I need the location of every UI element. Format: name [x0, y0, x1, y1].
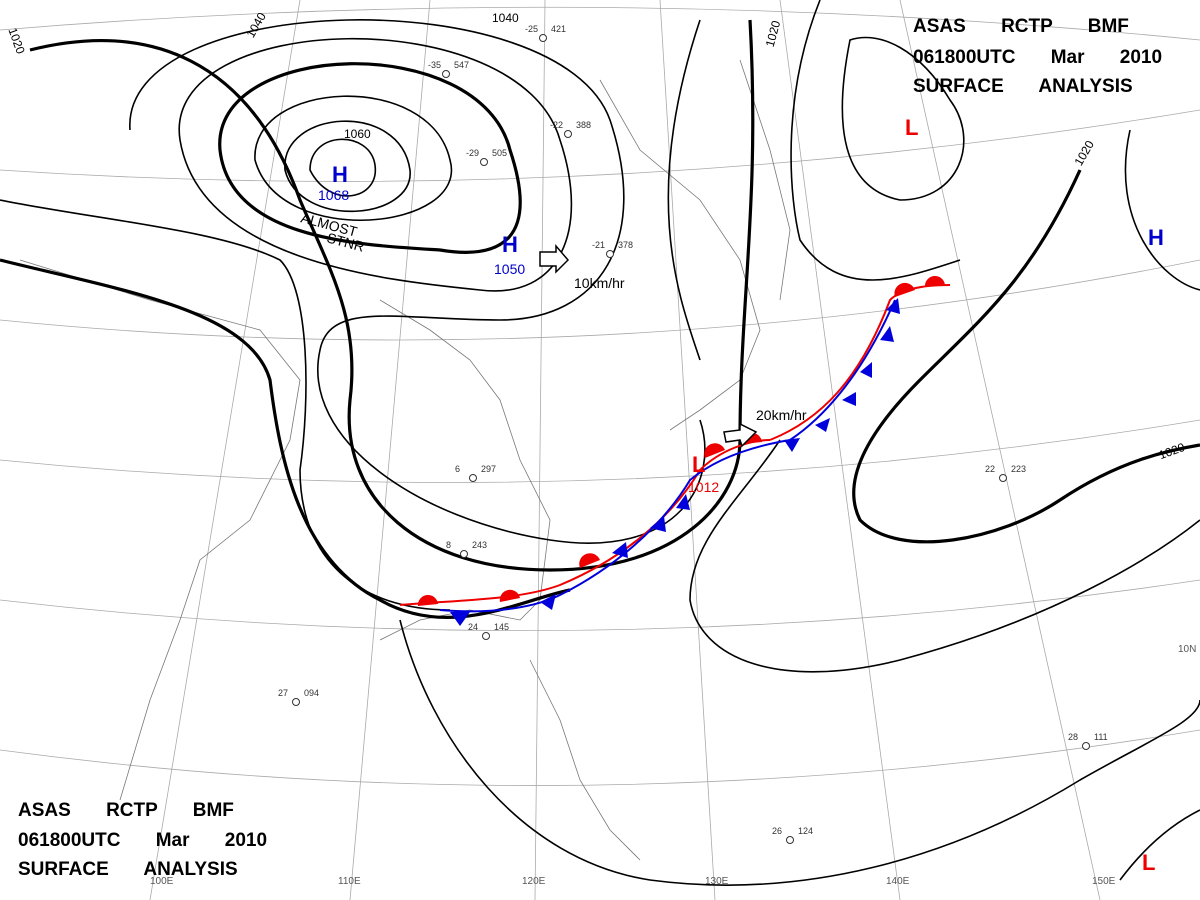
station-plots: -25 421 -35 547 -22 388 -29 505 -21 378 6 297 8 243 24…	[278, 24, 1108, 844]
station-marker	[442, 70, 450, 78]
station-temp: 24	[468, 622, 478, 632]
low-symbol: L	[1142, 850, 1155, 875]
station-marker	[1082, 742, 1090, 750]
station-pressure: 388	[576, 120, 591, 130]
longitude-label: 140E	[886, 876, 910, 887]
longitude-label: 100E	[150, 876, 174, 887]
motion-arrows	[539, 243, 758, 448]
station-temp: -35	[428, 60, 441, 70]
station-pressure: 547	[454, 60, 469, 70]
motion-label: 20km/hr	[756, 407, 807, 423]
header-line: SURFACE ANALYSIS	[913, 76, 1133, 97]
station-marker	[292, 698, 300, 706]
station-temp: -29	[466, 148, 479, 158]
high-value: 1050	[494, 261, 525, 277]
station-temp: -22	[550, 120, 563, 130]
station-temp: 6	[455, 464, 460, 474]
station-pressure: 505	[492, 148, 507, 158]
high-symbol: H	[502, 232, 518, 257]
isobar-label: 1020	[763, 19, 784, 49]
station-marker	[606, 250, 614, 258]
station-pressure: 124	[798, 826, 813, 836]
station-marker	[460, 550, 468, 558]
low-symbol: L	[905, 115, 918, 140]
station-marker	[480, 158, 488, 166]
station-marker	[482, 632, 490, 640]
station-marker	[786, 836, 794, 844]
low-symbol: L	[692, 452, 705, 477]
isobar-label: 1040	[492, 11, 519, 25]
station-temp: -25	[525, 24, 538, 34]
station-pressure: 094	[304, 688, 319, 698]
footer-line: SURFACE ANALYSIS	[18, 859, 238, 880]
footer-line: 061800UTC Mar 2010	[18, 830, 267, 851]
station-temp: 27	[278, 688, 288, 698]
station-pressure: 223	[1011, 464, 1026, 474]
station-temp: -21	[592, 240, 605, 250]
station-marker	[469, 474, 477, 482]
header-line: ASAS RCTP BMF	[913, 16, 1129, 37]
low-value: 1012	[688, 479, 719, 495]
station-temp: 8	[446, 540, 451, 550]
station-pressure: 378	[618, 240, 633, 250]
station-pressure: 145	[494, 622, 509, 632]
longitude-label: 120E	[522, 876, 546, 887]
station-temp: 26	[772, 826, 782, 836]
station-marker	[539, 34, 547, 42]
station-temp: 28	[1068, 732, 1078, 742]
longitude-label: 150E	[1092, 876, 1116, 887]
station-marker	[564, 130, 572, 138]
station-pressure: 111	[1094, 732, 1108, 742]
motion-label: 10km/hr	[574, 275, 625, 291]
high-symbol: H	[1148, 225, 1164, 250]
high-value: 1068	[318, 187, 349, 203]
footer-line: ASAS RCTP BMF	[18, 800, 234, 821]
fronts	[399, 275, 951, 626]
station-pressure: 421	[551, 24, 566, 34]
isobar-label: 1060	[344, 127, 371, 141]
longitude-label: 130E	[705, 876, 729, 887]
station-temp: 22	[985, 464, 995, 474]
station-marker	[999, 474, 1007, 482]
latitude-label: 10N	[1178, 644, 1196, 655]
station-pressure: 243	[472, 540, 487, 550]
high-symbol: H	[332, 162, 348, 187]
station-pressure: 297	[481, 464, 496, 474]
longitude-label: 110E	[338, 876, 361, 887]
header-line: 061800UTC Mar 2010	[913, 47, 1162, 68]
